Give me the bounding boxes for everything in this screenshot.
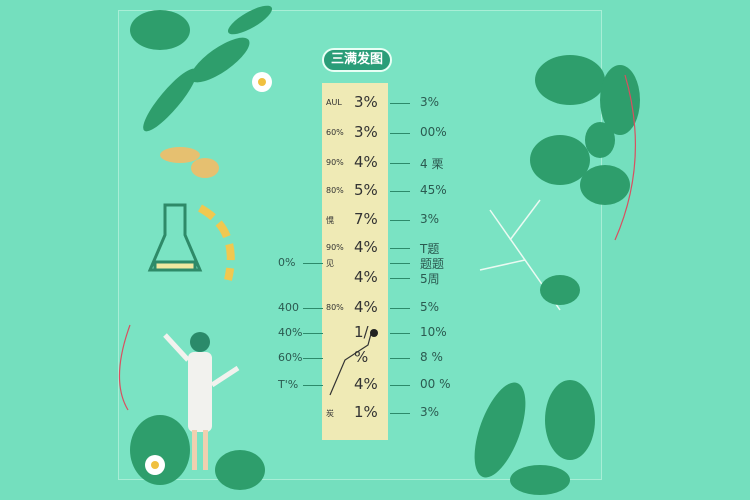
right-label: 5周 — [420, 272, 440, 286]
row-label: AUL — [326, 98, 342, 107]
right-connector — [390, 278, 410, 279]
row-value: 4% — [354, 375, 378, 393]
left-connector — [303, 385, 323, 386]
right-connector — [390, 358, 410, 359]
right-connector — [390, 413, 410, 414]
flask-icon — [147, 203, 203, 272]
left-connector — [303, 263, 323, 264]
row-label: 愰 — [326, 216, 334, 225]
value-column — [322, 83, 388, 440]
row-value: 4% — [354, 238, 378, 256]
data-row: 1/10% 40% — [0, 323, 750, 343]
right-label: 5% — [420, 300, 440, 314]
right-label: 8 % — [420, 350, 443, 364]
row-value: 4% — [354, 153, 378, 171]
row-label: 80% — [326, 303, 344, 312]
row-label: 炭 — [326, 409, 334, 418]
data-row: 4% 00 % T'% — [0, 375, 750, 395]
right-connector — [390, 220, 410, 221]
row-value: 4% — [354, 298, 378, 316]
red-arc — [614, 74, 637, 241]
right-connector — [390, 248, 410, 249]
left-label: T'% — [278, 378, 299, 391]
row-value: 1% — [354, 403, 378, 421]
right-label: 45% — [420, 183, 447, 197]
left-label: 400 — [278, 301, 299, 314]
leaf-bottom-left-icon — [130, 415, 265, 490]
right-connector — [390, 263, 410, 264]
right-label: 00% — [420, 125, 447, 139]
right-connector — [390, 385, 410, 386]
row-value: 3% — [354, 123, 378, 141]
right-label: 4 栗 — [420, 157, 444, 171]
right-connector — [390, 133, 410, 134]
right-label: 3% — [420, 95, 440, 109]
right-label: 10% — [420, 325, 447, 339]
row-value: % — [354, 348, 369, 366]
right-connector — [390, 308, 410, 309]
right-connector — [390, 333, 410, 334]
right-connector — [390, 103, 410, 104]
data-row: 60% 3% 00% — [0, 123, 750, 143]
data-row: 炭 1% 3% — [0, 403, 750, 423]
left-connector — [303, 333, 323, 334]
chart-title: 三满发图 — [322, 48, 392, 72]
right-label: 00 % — [420, 377, 451, 391]
left-connector — [303, 358, 323, 359]
data-row: 80% 5% 45% — [0, 181, 750, 201]
data-row: 90% 4% T题 — [0, 238, 750, 258]
row-value: 1/ — [354, 323, 369, 341]
row-value: 7% — [354, 210, 378, 228]
row-label: 60% — [326, 128, 344, 137]
row-value: 3% — [354, 93, 378, 111]
right-connector — [390, 163, 410, 164]
left-label: 60% — [278, 351, 303, 364]
data-row: 4% 5周 — [0, 268, 750, 288]
leaf-bottom-right-icon — [474, 275, 595, 495]
data-row: % 8 % 60% — [0, 348, 750, 368]
left-connector — [303, 308, 323, 309]
leaf-top-left-icon — [130, 5, 273, 132]
right-label: 3% — [420, 212, 440, 226]
data-row: 见 题题 0% — [0, 253, 750, 273]
person-icon — [163, 332, 240, 470]
row-label: 见 — [326, 259, 334, 268]
right-label: 题题 — [420, 257, 445, 271]
data-row: 80% 4% 5% 400 — [0, 298, 750, 318]
right-connector — [390, 191, 410, 192]
row-label: 90% — [326, 243, 344, 252]
right-label: T题 — [420, 242, 440, 256]
row-value: 5% — [354, 181, 378, 199]
ginger-icon — [160, 147, 219, 178]
data-row: 90% 4% 4 栗 — [0, 153, 750, 173]
left-label: 40% — [278, 326, 303, 339]
data-row: AUL 3% 3% — [0, 93, 750, 113]
left-label: 0% — [278, 256, 296, 269]
row-label: 90% — [326, 158, 344, 167]
right-label: 3% — [420, 405, 440, 419]
row-label: 80% — [326, 186, 344, 195]
data-row: 愰 7% 3% — [0, 210, 750, 230]
dashed-arc — [197, 204, 235, 281]
row-value: 4% — [354, 268, 378, 286]
leaf-right-icon — [530, 55, 640, 205]
